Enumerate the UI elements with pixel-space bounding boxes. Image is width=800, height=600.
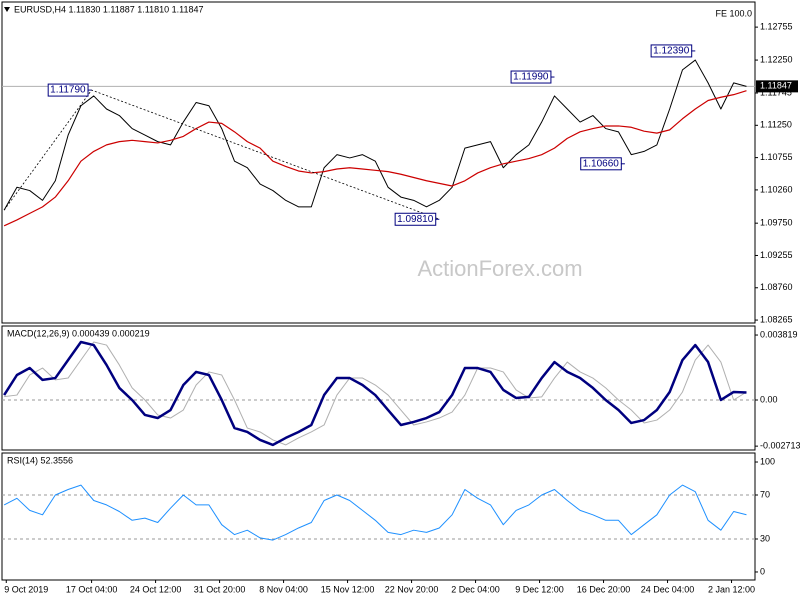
annotation-label: 1.10660 (583, 158, 620, 169)
y-tick-label: 0.00 (760, 394, 778, 404)
x-tick-label: 15 Nov 12:00 (321, 584, 375, 594)
series-line (4, 341, 747, 446)
panel-frame (1, 325, 756, 451)
y-tick-label: 1.10755 (760, 152, 793, 162)
watermark: ActionForex.com (417, 256, 582, 281)
y-tick-label: 0 (760, 566, 765, 576)
y-tick-label: 1.12755 (760, 21, 793, 31)
y-tick-label: 100 (760, 456, 775, 466)
y-tick-label: 0.003819 (760, 329, 798, 339)
annotation-label: 1.11990 (513, 72, 549, 83)
x-tick-label: 8 Nov 04:00 (259, 584, 308, 594)
annotation-label: 1.09810 (397, 214, 434, 225)
annotation-label: 1.11790 (50, 85, 86, 96)
panel-label: FE 100.0 (715, 8, 752, 18)
last-price-label: 1.11847 (760, 81, 792, 91)
y-tick-label: 1.11250 (760, 120, 792, 130)
menu-triangle (4, 7, 10, 12)
panel-title: RSI(14) 52.3556 (7, 455, 73, 465)
series-line (3, 90, 747, 227)
y-tick-label: 70 (760, 489, 770, 499)
x-tick-label: 24 Dec 04:00 (641, 584, 695, 594)
y-tick-label: 1.08760 (760, 282, 793, 292)
series-line (3, 59, 747, 211)
y-tick-label: 1.11745 (760, 87, 792, 97)
y-tick-label: 1.12250 (760, 54, 793, 64)
x-tick-label: 17 Oct 04:00 (66, 584, 118, 594)
panel-title: EURUSD,H4 1.11830 1.11887 1.11810 1.1184… (14, 4, 203, 14)
series-line (3, 484, 747, 541)
annotation-label: 1.12390 (653, 46, 690, 57)
x-tick-label: 31 Oct 20:00 (194, 584, 246, 594)
y-tick-label: 1.08265 (760, 314, 793, 324)
x-tick-label: 2 Jan 12:00 (708, 584, 755, 594)
panel-title: MACD(12,26,9) 0.000439 0.000219 (7, 328, 150, 338)
x-tick-label: 22 Nov 20:00 (385, 584, 439, 594)
y-tick-label: 30 (760, 533, 770, 543)
x-tick-label: 24 Oct 12:00 (130, 584, 182, 594)
x-tick-label: 2 Dec 04:00 (451, 584, 500, 594)
y-tick-label: 1.09750 (760, 218, 793, 228)
series-line (3, 340, 747, 447)
last-price-box (756, 80, 798, 93)
y-tick-label: -0.002713 (760, 441, 800, 451)
panel-frame (1, 452, 756, 581)
panel-frame (1, 1, 756, 324)
x-tick-label: 9 Oct 2019 (4, 584, 48, 594)
x-tick-label: 16 Dec 20:00 (577, 584, 631, 594)
x-tick-label: 9 Dec 12:00 (515, 584, 564, 594)
y-tick-label: 1.09255 (760, 250, 793, 260)
y-tick-label: 1.10260 (760, 184, 793, 194)
